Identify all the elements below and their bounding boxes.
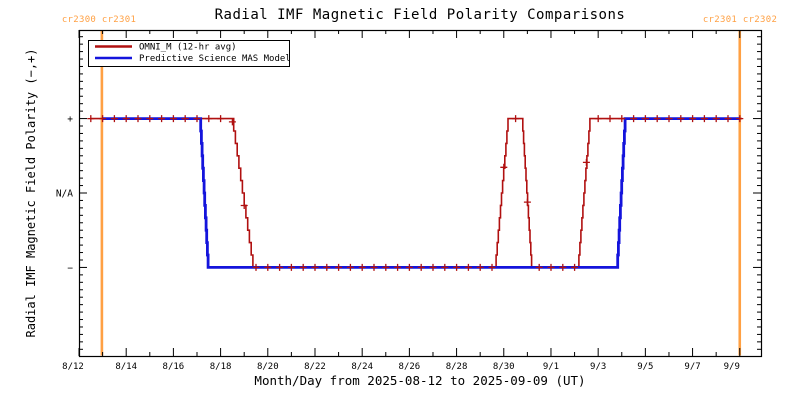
omni-plus-marker [606, 115, 614, 123]
omni-plus-marker [346, 263, 354, 271]
omni-plus-marker [240, 202, 248, 209]
legend-label: OMNI_M (12-hr avg) [139, 43, 237, 53]
y-tick-label: + [67, 114, 73, 125]
y-axis-title: Radial IMF Magnetic Field Polarity (−,+) [24, 48, 38, 338]
omni-plus-marker [134, 115, 142, 123]
carrington-label-right: cr2301 cr2302 [702, 15, 778, 25]
omni-plus-marker [512, 115, 520, 123]
omni-plus-marker [500, 163, 508, 171]
omni-plus-marker [712, 115, 720, 123]
omni-plus-marker [394, 263, 402, 271]
omni-plus-marker [205, 115, 213, 123]
omni-plus-marker [417, 263, 425, 271]
x-tick-label: 9/3 [590, 362, 606, 372]
omni-plus-marker [110, 115, 118, 123]
x-tick-label: 8/22 [304, 362, 326, 372]
series-line-mas [102, 117, 740, 269]
omni-plus-marker [323, 263, 331, 271]
omni-plus-marker [311, 263, 319, 271]
omni-plus-marker [429, 263, 437, 271]
x-tick-label: 8/30 [493, 362, 515, 372]
omni-plus-marker [464, 263, 472, 271]
omni-plus-marker [653, 115, 661, 123]
omni-plus-marker [582, 158, 590, 166]
x-tick-label: 8/14 [115, 362, 137, 372]
omni-plus-marker [689, 115, 697, 123]
x-tick-label: 8/18 [210, 362, 232, 372]
omni-plus-marker [87, 115, 95, 123]
omni-plus-marker [535, 263, 543, 271]
legend-box [88, 40, 290, 67]
omni-plus-marker [700, 115, 708, 123]
omni-plus-marker [630, 115, 638, 123]
series-line-omni [90, 117, 743, 269]
omni-plus-marker [571, 263, 579, 271]
y-tick-label: N/A [56, 189, 73, 200]
omni-plus-marker [523, 198, 531, 206]
omni-plus-marker [287, 263, 295, 271]
omni-plus-marker [405, 263, 413, 271]
omni-plus-marker [158, 115, 166, 123]
omni-plus-marker [559, 263, 567, 271]
omni-plus-marker [299, 263, 307, 271]
omni-plus-marker [736, 115, 744, 123]
carrington-label-left: cr2300 cr2301 [61, 15, 137, 25]
omni-plus-marker [724, 115, 732, 123]
omni-plus-marker [453, 263, 461, 271]
omni-plus-marker [370, 263, 378, 271]
omni-plus-marker [146, 115, 154, 123]
omni-plus-marker [488, 263, 496, 271]
plot-border [78, 29, 763, 358]
omni-plus-marker [193, 115, 201, 123]
legend-label: Predictive Science MAS Model [139, 54, 291, 64]
omni-plus-marker [217, 115, 225, 123]
x-tick-label: 8/16 [163, 362, 185, 372]
x-tick-label: 8/20 [257, 362, 279, 372]
omni-plus-marker [358, 263, 366, 271]
omni-plus-marker [99, 115, 107, 123]
x-tick-label: 9/7 [684, 362, 700, 372]
x-tick-label: 8/26 [399, 362, 421, 372]
omni-plus-marker [276, 263, 284, 271]
omni-plus-marker [264, 263, 272, 271]
omni-plus-marker [665, 115, 673, 123]
x-tick-label: 9/9 [724, 362, 740, 372]
omni-plus-marker [547, 263, 555, 271]
omni-plus-marker [677, 115, 685, 123]
omni-plus-marker [594, 115, 602, 123]
y-tick-label: − [67, 263, 73, 274]
omni-plus-marker [335, 263, 343, 271]
x-tick-label: 9/5 [637, 362, 653, 372]
omni-plus-marker [618, 115, 626, 123]
omni-plus-marker [382, 263, 390, 271]
omni-plus-marker [476, 263, 484, 271]
x-tick-label: 8/28 [446, 362, 468, 372]
omni-plus-marker [252, 263, 260, 271]
omni-plus-marker [181, 115, 189, 123]
omni-plus-marker [641, 115, 649, 123]
omni-plus-marker [122, 115, 130, 123]
omni-plus-marker [228, 118, 236, 126]
page-title: Radial IMF Magnetic Field Polarity Compa… [214, 7, 626, 23]
omni-plus-marker [441, 263, 449, 271]
x-tick-label: 8/24 [351, 362, 373, 372]
x-tick-label: 8/12 [62, 362, 84, 372]
x-axis-title: Month/Day from 2025-08-12 to 2025-09-09 … [254, 373, 586, 388]
omni-plus-marker [169, 115, 177, 123]
x-tick-label: 9/1 [543, 362, 559, 372]
